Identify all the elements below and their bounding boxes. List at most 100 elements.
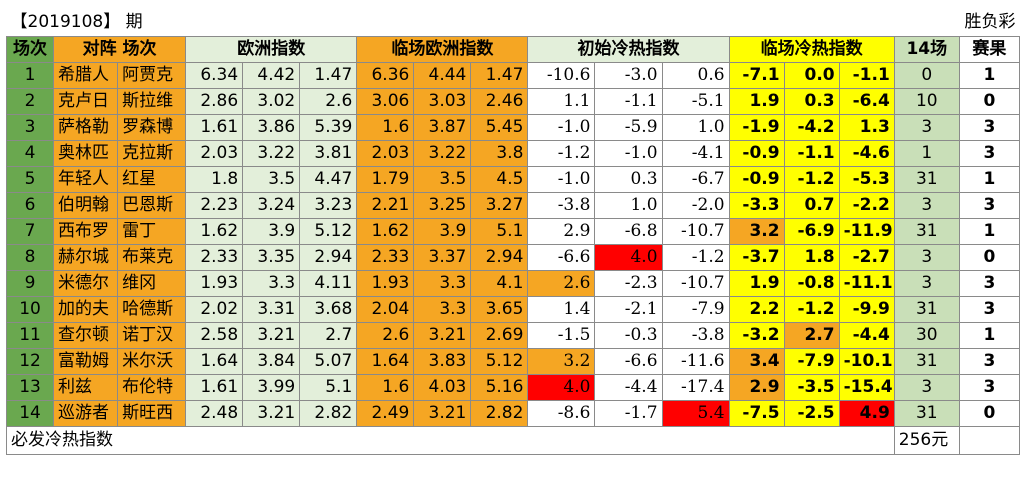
init-cold-index-cell[interactable]: -10.6 — [527, 61, 596, 89]
live-cold-index-cell[interactable]: 1.8 — [783, 243, 840, 271]
match-number-cell[interactable]: 7 — [5, 217, 55, 245]
euro-odds-cell[interactable]: 6.34 — [185, 61, 244, 89]
live-cold-index-cell[interactable]: 2.7 — [783, 321, 840, 349]
live-cold-index-cell[interactable]: -11.1 — [838, 269, 895, 297]
col14-cell[interactable]: 31 — [893, 217, 960, 245]
euro-odds-cell[interactable]: 5.39 — [299, 113, 358, 141]
away-team-cell[interactable]: 哈德斯 — [117, 295, 187, 323]
away-team-cell[interactable]: 米尔沃 — [117, 347, 187, 375]
result-cell[interactable]: 3 — [958, 113, 1021, 141]
col14-cell[interactable]: 31 — [893, 347, 960, 375]
col-header-result[interactable]: 赛果 — [958, 35, 1021, 63]
match-number-cell[interactable]: 5 — [5, 165, 55, 193]
away-team-cell[interactable]: 诺丁汉 — [117, 321, 187, 349]
live-euro-odds-cell[interactable]: 4.5 — [470, 165, 529, 193]
live-euro-odds-cell[interactable]: 4.44 — [413, 61, 472, 89]
col14-cell[interactable]: 31 — [893, 295, 960, 323]
live-cold-index-cell[interactable]: -1.1 — [838, 61, 895, 89]
live-euro-odds-cell[interactable]: 2.69 — [470, 321, 529, 349]
col14-cell[interactable]: 3 — [893, 113, 960, 141]
col14-cell[interactable]: 31 — [893, 165, 960, 193]
col14-cell[interactable]: 0 — [893, 61, 960, 89]
live-cold-index-cell[interactable]: -0.9 — [728, 139, 785, 167]
result-cell[interactable]: 3 — [958, 269, 1021, 297]
euro-odds-cell[interactable]: 5.12 — [299, 217, 358, 245]
match-number-cell[interactable]: 10 — [5, 295, 55, 323]
match-number-cell[interactable]: 12 — [5, 347, 55, 375]
result-cell[interactable]: 3 — [958, 295, 1021, 323]
home-team-cell[interactable]: 米德尔 — [53, 269, 119, 297]
live-cold-index-cell[interactable]: -15.4 — [838, 373, 895, 401]
live-euro-odds-cell[interactable]: 2.49 — [356, 399, 415, 427]
col-header-init-cold[interactable]: 初始冷热指数 — [527, 35, 730, 63]
home-team-cell[interactable]: 萨格勒 — [53, 113, 119, 141]
euro-odds-cell[interactable]: 3.81 — [299, 139, 358, 167]
col-header-match[interactable]: 对阵 场次 — [53, 35, 187, 63]
match-number-cell[interactable]: 9 — [5, 269, 55, 297]
live-cold-index-cell[interactable]: -2.2 — [838, 191, 895, 219]
home-team-cell[interactable]: 西布罗 — [53, 217, 119, 245]
live-cold-index-cell[interactable]: 0.0 — [783, 61, 840, 89]
init-cold-index-cell[interactable]: -1.5 — [527, 321, 596, 349]
result-cell[interactable]: 0 — [958, 87, 1021, 115]
init-cold-index-cell[interactable]: 0.3 — [594, 165, 663, 193]
result-cell[interactable]: 1 — [958, 217, 1021, 245]
live-cold-index-cell[interactable]: 4.9 — [838, 399, 895, 427]
result-cell[interactable]: 3 — [958, 347, 1021, 375]
init-cold-index-cell[interactable]: -0.3 — [594, 321, 663, 349]
init-cold-index-cell[interactable]: 1.0 — [594, 191, 663, 219]
live-cold-index-cell[interactable]: -2.7 — [838, 243, 895, 271]
away-team-cell[interactable]: 维冈 — [117, 269, 187, 297]
live-cold-index-cell[interactable]: -5.3 — [838, 165, 895, 193]
match-number-cell[interactable]: 8 — [5, 243, 55, 271]
init-cold-index-cell[interactable]: -8.6 — [527, 399, 596, 427]
col14-cell[interactable]: 3 — [893, 373, 960, 401]
col14-cell[interactable]: 3 — [893, 269, 960, 297]
euro-odds-cell[interactable]: 5.1 — [299, 373, 358, 401]
euro-odds-cell[interactable]: 3.22 — [242, 139, 301, 167]
live-euro-odds-cell[interactable]: 3.65 — [470, 295, 529, 323]
init-cold-index-cell[interactable]: -2.3 — [594, 269, 663, 297]
live-euro-odds-cell[interactable]: 3.5 — [413, 165, 472, 193]
away-team-cell[interactable]: 阿贾克 — [117, 61, 187, 89]
result-cell[interactable]: 1 — [958, 165, 1021, 193]
euro-odds-cell[interactable]: 3.21 — [242, 321, 301, 349]
init-cold-index-cell[interactable]: -2.1 — [594, 295, 663, 323]
away-team-cell[interactable]: 罗森博 — [117, 113, 187, 141]
col-header-index[interactable]: 场次 — [5, 35, 55, 63]
euro-odds-cell[interactable]: 1.61 — [185, 113, 244, 141]
home-team-cell[interactable]: 希腊人 — [53, 61, 119, 89]
home-team-cell[interactable]: 利兹 — [53, 373, 119, 401]
away-team-cell[interactable]: 布莱克 — [117, 243, 187, 271]
init-cold-index-cell[interactable]: -3.8 — [527, 191, 596, 219]
init-cold-index-cell[interactable]: -10.7 — [661, 217, 730, 245]
live-euro-odds-cell[interactable]: 3.21 — [413, 399, 472, 427]
init-cold-index-cell[interactable]: -3.8 — [661, 321, 730, 349]
init-cold-index-cell[interactable]: 1.0 — [661, 113, 730, 141]
euro-odds-cell[interactable]: 2.58 — [185, 321, 244, 349]
init-cold-index-cell[interactable]: -3.0 — [594, 61, 663, 89]
home-team-cell[interactable]: 奥林匹 — [53, 139, 119, 167]
init-cold-index-cell[interactable]: 1.1 — [527, 87, 596, 115]
home-team-cell[interactable]: 年轻人 — [53, 165, 119, 193]
init-cold-index-cell[interactable]: 0.6 — [661, 61, 730, 89]
col-header-14[interactable]: 14场 — [893, 35, 960, 63]
col14-cell[interactable]: 10 — [893, 87, 960, 115]
live-cold-index-cell[interactable]: 3.2 — [728, 217, 785, 245]
home-team-cell[interactable]: 伯明翰 — [53, 191, 119, 219]
live-cold-index-cell[interactable]: -0.9 — [728, 165, 785, 193]
live-cold-index-cell[interactable]: -9.9 — [838, 295, 895, 323]
footer-label[interactable]: 必发冷热指数 — [6, 425, 895, 455]
live-cold-index-cell[interactable]: -3.2 — [728, 321, 785, 349]
live-euro-odds-cell[interactable]: 1.62 — [356, 217, 415, 245]
live-euro-odds-cell[interactable]: 2.94 — [470, 243, 529, 271]
init-cold-index-cell[interactable]: -5.1 — [661, 87, 730, 115]
init-cold-index-cell[interactable]: -10.7 — [661, 269, 730, 297]
live-cold-index-cell[interactable]: 2.9 — [728, 373, 785, 401]
init-cold-index-cell[interactable]: 1.4 — [527, 295, 596, 323]
euro-odds-cell[interactable]: 2.33 — [185, 243, 244, 271]
live-euro-odds-cell[interactable]: 2.03 — [356, 139, 415, 167]
away-team-cell[interactable]: 红星 — [117, 165, 187, 193]
euro-odds-cell[interactable]: 4.47 — [299, 165, 358, 193]
live-euro-odds-cell[interactable]: 4.03 — [413, 373, 472, 401]
